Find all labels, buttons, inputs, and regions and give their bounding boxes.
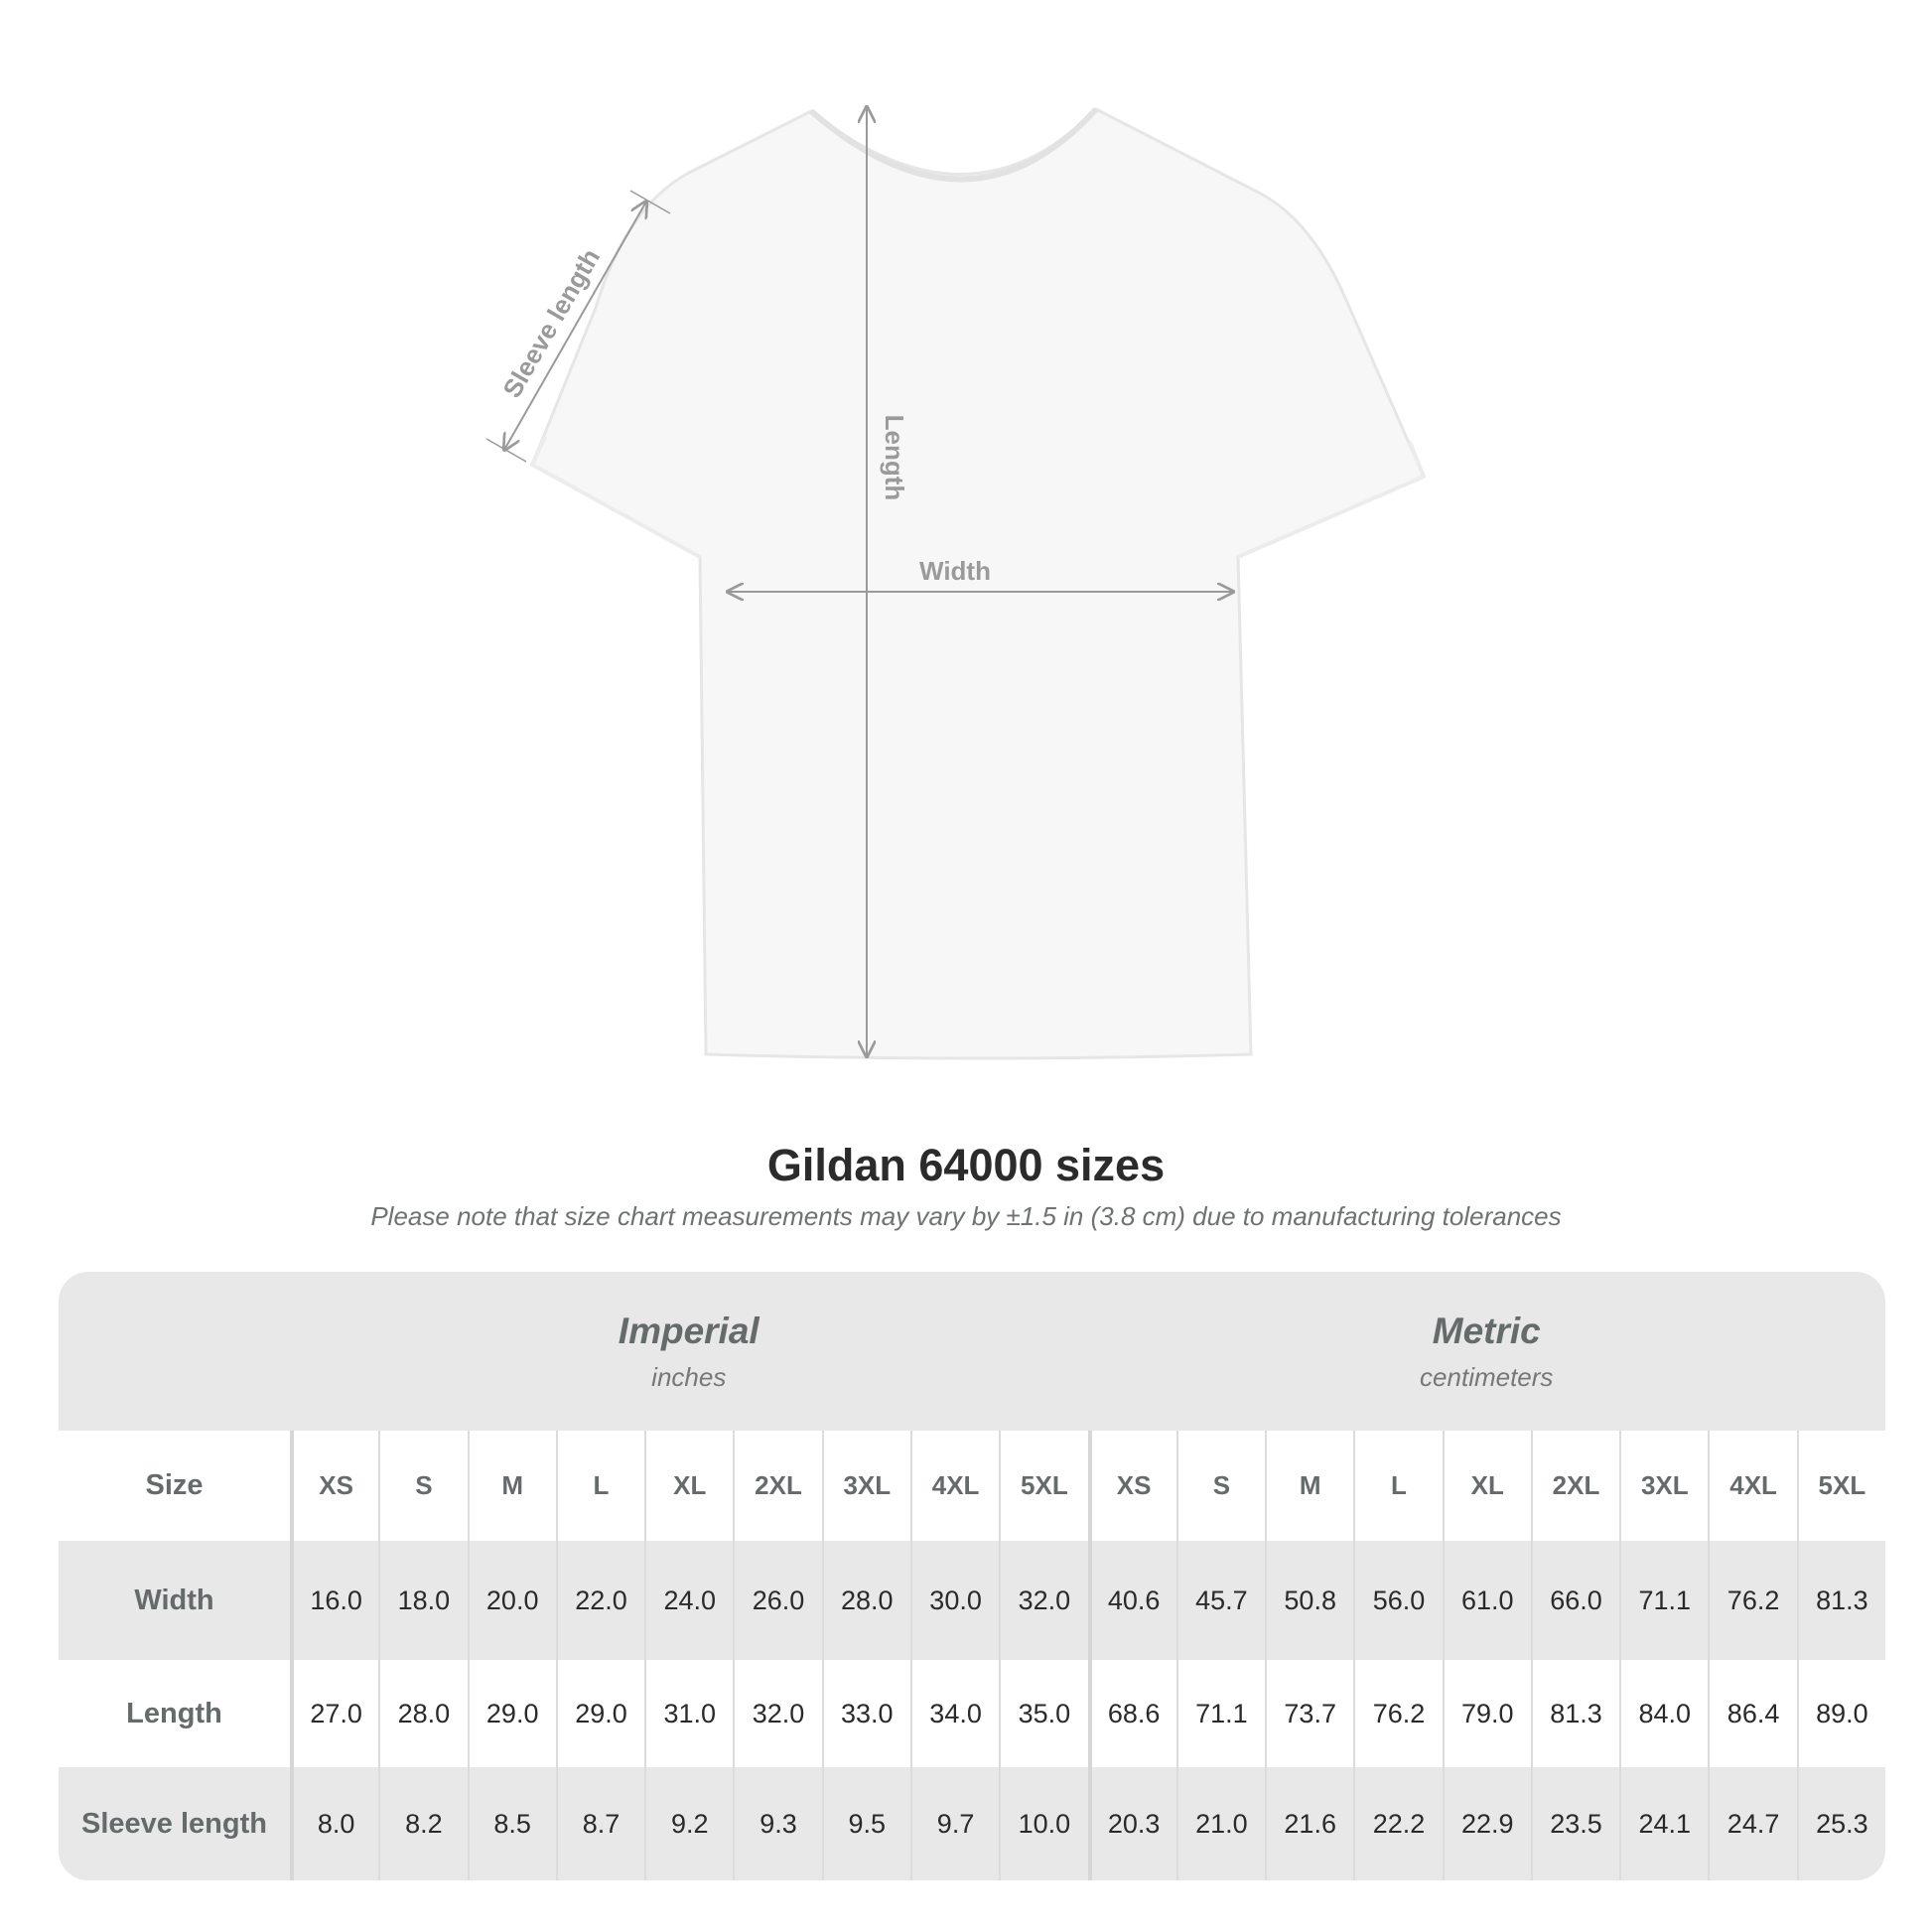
size-header-cell: 5XL	[1796, 1431, 1885, 1541]
row-label: Width	[59, 1541, 290, 1660]
size-header-cell: 2XL	[733, 1431, 822, 1541]
size-header-cell: 4XL	[1708, 1431, 1797, 1541]
table-cell: 8.5	[467, 1767, 556, 1880]
table-cell: 24.0	[644, 1541, 734, 1660]
tshirt-diagram: Width Length Sleeve length	[485, 0, 1427, 1060]
row-label: Sleeve length	[59, 1767, 290, 1880]
table-cell: 86.4	[1708, 1660, 1797, 1767]
table-cell: 68.6	[1087, 1660, 1176, 1767]
sleeve-arrow-end-tick	[485, 438, 527, 463]
size-header-cell: M	[1265, 1431, 1354, 1541]
metric-title: Metric	[1432, 1310, 1541, 1351]
table-cell: 9.5	[821, 1767, 910, 1880]
imperial-unit: inches	[651, 1361, 727, 1392]
size-header-cell: L	[555, 1431, 645, 1541]
size-header-cell: S	[378, 1431, 468, 1541]
table-cell: 56.0	[1353, 1541, 1443, 1660]
table-cell: 35.0	[999, 1660, 1088, 1767]
width-label: Width	[919, 556, 991, 586]
table-cell: 32.0	[733, 1660, 822, 1767]
size-table: Imperial inches Metric centimeters Size X…	[59, 1272, 1885, 1880]
table-cell: 61.0	[1442, 1541, 1531, 1660]
table-cell: 9.2	[644, 1767, 734, 1880]
row-label: Length	[59, 1660, 290, 1767]
table-cell: 16.0	[290, 1541, 379, 1660]
sleeve-arrow	[504, 202, 646, 450]
table-cell: 21.6	[1265, 1767, 1354, 1880]
table-cell: 84.0	[1619, 1660, 1709, 1767]
table-cell: 22.0	[555, 1541, 645, 1660]
length-label: Length	[880, 415, 909, 501]
table-cell: 71.1	[1175, 1660, 1266, 1767]
table-cell: 31.0	[644, 1660, 734, 1767]
metric-header: Metric centimeters	[1088, 1272, 1886, 1431]
page-title: Gildan 64000 sizes	[766, 1140, 1166, 1190]
size-header-cell: 5XL	[999, 1431, 1088, 1541]
table-cell: 18.0	[378, 1541, 468, 1660]
size-header-cell: S	[1175, 1431, 1266, 1541]
imperial-header: Imperial inches	[290, 1272, 1088, 1431]
metric-unit: centimeters	[1420, 1361, 1554, 1392]
table-cell: 66.0	[1530, 1541, 1620, 1660]
right-sleeve-hem	[1237, 441, 1427, 559]
table-cell: 28.0	[821, 1541, 910, 1660]
tolerance-note: Please note that size chart measurements…	[370, 1201, 1562, 1231]
size-header-cell: XL	[1442, 1431, 1531, 1541]
table-cell: 33.0	[821, 1660, 910, 1767]
size-header-cell: XL	[644, 1431, 734, 1541]
size-header-cell: XS	[1087, 1431, 1176, 1541]
size-header-cell: 3XL	[821, 1431, 910, 1541]
table-cell: 24.1	[1619, 1767, 1709, 1880]
table-cell: 73.7	[1265, 1660, 1354, 1767]
table-cell: 20.0	[467, 1541, 556, 1660]
table-cell: 76.2	[1708, 1541, 1797, 1660]
table-cell: 89.0	[1796, 1660, 1885, 1767]
size-header-cell: 3XL	[1619, 1431, 1709, 1541]
table-cell: 76.2	[1353, 1660, 1443, 1767]
table-cell: 8.0	[290, 1767, 379, 1880]
table-cell: 30.0	[909, 1541, 1000, 1660]
table-cell: 24.7	[1708, 1767, 1797, 1880]
table-cell: 27.0	[290, 1660, 379, 1767]
table-cell: 29.0	[555, 1660, 645, 1767]
table-cell: 79.0	[1442, 1660, 1531, 1767]
table-cell: 40.6	[1087, 1541, 1176, 1660]
size-header-cell: 2XL	[1530, 1431, 1620, 1541]
size-header-cell: 4XL	[909, 1431, 1000, 1541]
size-header-cell: L	[1353, 1431, 1443, 1541]
table-cell: 9.7	[909, 1767, 1000, 1880]
imperial-title: Imperial	[618, 1310, 759, 1351]
size-header-cell: XS	[290, 1431, 379, 1541]
size-header-cell: M	[467, 1431, 556, 1541]
table-cell: 21.0	[1175, 1767, 1266, 1880]
table-cell: 22.9	[1442, 1767, 1531, 1880]
table-cell: 29.0	[467, 1660, 556, 1767]
table-cell: 8.7	[555, 1767, 645, 1880]
sleeve-arrow-end-tick	[629, 190, 671, 214]
table-cell: 50.8	[1265, 1541, 1354, 1660]
table-cell: 10.0	[999, 1767, 1088, 1880]
size-row-label: Size	[59, 1431, 290, 1541]
table-cell: 26.0	[733, 1541, 822, 1660]
table-cell: 81.3	[1796, 1541, 1885, 1660]
table-cell: 32.0	[999, 1541, 1088, 1660]
table-cell: 9.3	[733, 1767, 822, 1880]
table-cell: 28.0	[378, 1660, 468, 1767]
table-cell: 45.7	[1175, 1541, 1266, 1660]
table-cell: 25.3	[1796, 1767, 1885, 1880]
table-cell: 20.3	[1087, 1767, 1176, 1880]
table-cell: 23.5	[1530, 1767, 1620, 1880]
table-cell: 71.1	[1619, 1541, 1709, 1660]
table-cell: 8.2	[378, 1767, 468, 1880]
table-cell: 22.2	[1353, 1767, 1443, 1880]
table-cell: 34.0	[909, 1660, 1000, 1767]
table-cell: 81.3	[1530, 1660, 1620, 1767]
tshirt-collar	[809, 106, 1099, 183]
